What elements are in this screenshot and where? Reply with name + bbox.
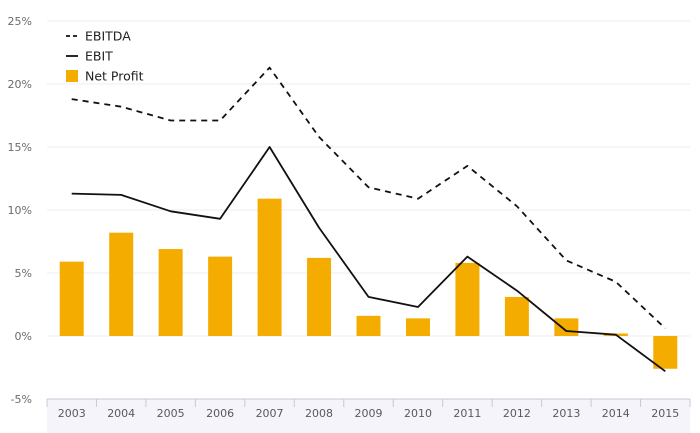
x-tick-label: 2006: [206, 407, 234, 420]
y-tick-label: 10%: [8, 204, 32, 217]
series-line-ebitda: [71, 66, 666, 330]
x-tick-label: 2007: [256, 407, 284, 420]
bar-net-profit-2004: [109, 232, 134, 336]
y-tick-label: 0%: [15, 330, 32, 343]
x-tick-label: 2003: [58, 407, 86, 420]
bar-net-profit-2008: [307, 257, 332, 336]
x-tick-label: 2014: [602, 407, 630, 420]
y-axis-tick-labels: -5% 0% 5% 10% 15% 20% 25%: [8, 15, 32, 406]
series-line-ebit: [71, 146, 666, 373]
y-tick-label: 15%: [8, 141, 32, 154]
x-tick-label: 2013: [552, 407, 580, 420]
legend-label-ebitda: EBITDA: [85, 29, 131, 44]
y-tick-label: -5%: [11, 393, 32, 406]
x-tick-label: 2004: [107, 407, 135, 420]
x-tick-label: 2012: [503, 407, 531, 420]
bar-net-profit-2003: [59, 261, 84, 336]
bar-net-profit-2006: [208, 256, 233, 336]
bar-net-profit-2005: [158, 249, 183, 336]
bar-net-profit-2011: [455, 262, 480, 336]
x-axis-band: [47, 399, 690, 433]
x-tick-label: 2010: [404, 407, 432, 420]
legend-swatch-net-profit: [66, 70, 78, 82]
legend-label-ebit: EBIT: [85, 49, 113, 64]
series-lines: [71, 66, 666, 373]
bar-net-profit-2010: [405, 318, 430, 336]
x-tick-label: 2011: [453, 407, 481, 420]
legend-label-net-profit: Net Profit: [85, 69, 144, 84]
bar-net-profit-2015: [653, 336, 678, 369]
legend: EBITDA EBIT Net Profit: [66, 29, 144, 84]
x-tick-label: 2005: [157, 407, 185, 420]
bar-net-profit-2009: [356, 315, 381, 336]
x-tick-label: 2009: [355, 407, 383, 420]
x-tick-label: 2015: [651, 407, 679, 420]
bar-net-profit-2012: [504, 296, 529, 336]
x-axis: 2003 2004 2005 2006 2007 2008 2009 2010 2011 2012…: [46, 398, 691, 420]
x-tick-label: 2008: [305, 407, 333, 420]
y-tick-label: 25%: [8, 15, 32, 28]
y-tick-label: 20%: [8, 78, 32, 91]
gridlines: [47, 20, 690, 337]
y-tick-label: 5%: [15, 267, 32, 280]
bar-net-profit-2007: [257, 198, 282, 336]
bar-net-profit-2013: [554, 318, 579, 336]
net-profit-bars: [59, 198, 678, 369]
